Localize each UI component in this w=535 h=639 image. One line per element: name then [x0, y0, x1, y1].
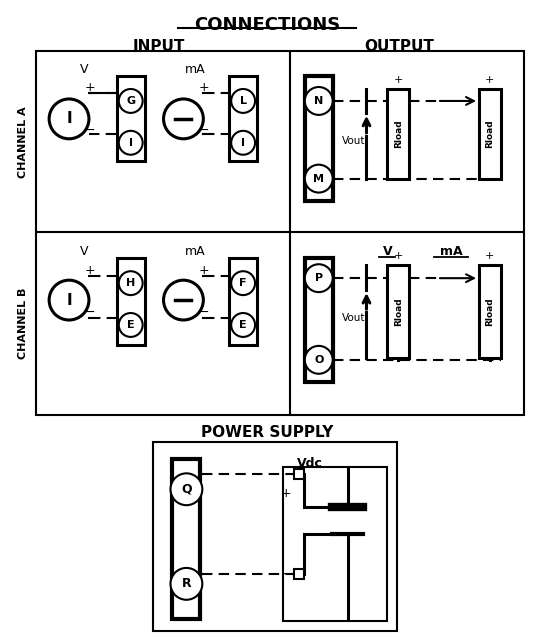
Bar [36, 51, 524, 415]
Text: I: I [66, 293, 72, 307]
Bar [229, 258, 257, 345]
Bar [283, 467, 387, 620]
Circle shape [119, 131, 143, 155]
Bar [387, 89, 409, 179]
Text: mA: mA [440, 245, 462, 258]
Circle shape [231, 89, 255, 113]
Text: Rload: Rload [485, 297, 494, 326]
Text: I: I [241, 138, 245, 148]
Text: −: − [85, 125, 95, 137]
Text: +: + [394, 251, 403, 261]
Text: OUTPUT: OUTPUT [364, 39, 434, 54]
Text: POWER SUPPLY: POWER SUPPLY [201, 424, 333, 440]
Bar [479, 89, 501, 179]
Circle shape [49, 280, 89, 320]
Text: V: V [80, 245, 88, 258]
Bar [294, 470, 304, 479]
Circle shape [119, 271, 143, 295]
Text: Rload: Rload [394, 297, 403, 326]
Text: −: − [199, 125, 210, 137]
Text: CHANNEL A: CHANNEL A [18, 106, 28, 178]
Circle shape [231, 271, 255, 295]
Circle shape [164, 280, 203, 320]
Text: Rload: Rload [394, 119, 403, 148]
Text: I: I [129, 138, 133, 148]
Text: V: V [80, 63, 88, 76]
Text: H: H [126, 278, 135, 288]
Text: V: V [383, 245, 392, 258]
Text: −: − [199, 305, 210, 318]
Bar [172, 459, 200, 619]
Text: G: G [126, 96, 135, 106]
Text: O: O [314, 355, 324, 365]
Bar [305, 76, 333, 201]
Text: INPUT: INPUT [132, 39, 185, 54]
Bar [117, 258, 144, 345]
Text: CONNECTIONS: CONNECTIONS [194, 17, 340, 35]
Text: P: P [315, 273, 323, 283]
Circle shape [119, 313, 143, 337]
Circle shape [231, 131, 255, 155]
Text: N: N [314, 96, 323, 106]
Text: +: + [85, 264, 95, 277]
Bar [117, 76, 144, 160]
Text: M: M [313, 174, 324, 183]
Circle shape [305, 265, 333, 292]
Bar [229, 76, 257, 160]
Circle shape [164, 99, 203, 139]
Text: +: + [394, 75, 403, 85]
Text: +: + [485, 251, 494, 261]
Bar [152, 442, 398, 631]
Text: E: E [239, 320, 247, 330]
Circle shape [231, 313, 255, 337]
Circle shape [49, 99, 89, 139]
Text: mA: mA [185, 245, 205, 258]
Bar [305, 258, 333, 381]
Text: L: L [240, 96, 247, 106]
Circle shape [305, 346, 333, 374]
Text: +: + [199, 81, 210, 93]
Circle shape [305, 87, 333, 115]
Bar [294, 569, 304, 579]
Bar [387, 265, 409, 358]
Text: F: F [239, 278, 247, 288]
Text: Vdc: Vdc [297, 458, 323, 470]
Text: mA: mA [185, 63, 205, 76]
Circle shape [171, 568, 202, 600]
Text: Rload: Rload [485, 119, 494, 148]
Text: R: R [181, 578, 191, 590]
Text: CHANNEL B: CHANNEL B [18, 288, 28, 359]
Text: +: + [85, 81, 95, 93]
Text: −: − [85, 305, 95, 318]
Text: +: + [280, 487, 291, 500]
Circle shape [305, 165, 333, 192]
Text: I: I [66, 111, 72, 127]
Circle shape [119, 89, 143, 113]
Text: +: + [485, 75, 494, 85]
Text: Q: Q [181, 482, 192, 496]
Text: +: + [199, 264, 210, 277]
Text: −: − [280, 568, 291, 581]
Text: Vout: Vout [342, 313, 365, 323]
Text: E: E [127, 320, 134, 330]
Text: Vout: Vout [342, 135, 365, 146]
Circle shape [171, 473, 202, 505]
Bar [479, 265, 501, 358]
